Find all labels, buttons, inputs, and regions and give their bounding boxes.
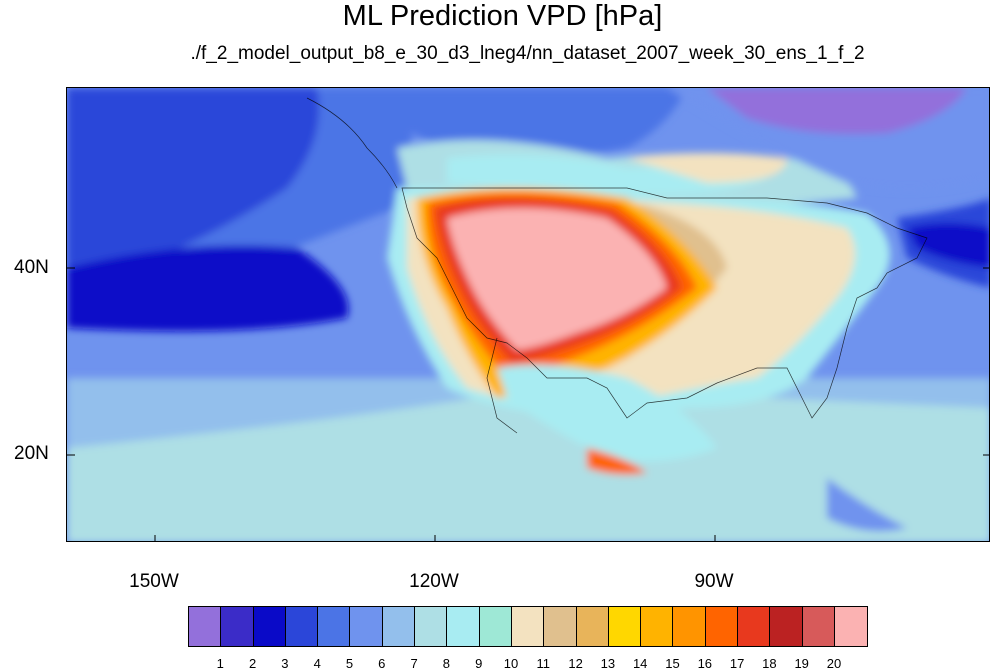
colorbar-box: [479, 607, 512, 646]
colorbar-box: [415, 607, 448, 646]
colorbar-box: [189, 607, 222, 646]
colorbar-box: [221, 607, 254, 646]
colorbar-label: 13: [600, 656, 616, 671]
colorbar-box: [350, 607, 383, 646]
colorbar-box: [447, 607, 480, 646]
colorbar-box: [673, 607, 706, 646]
colorbar-box: [834, 607, 868, 646]
colorbar-box: [253, 607, 286, 646]
colorbar-label: 12: [568, 656, 583, 671]
colorbar-box: [576, 607, 609, 646]
colorbar-label: 5: [345, 656, 354, 671]
colorbar-box: [641, 607, 674, 646]
colorbar-label: 6: [378, 656, 386, 671]
lat-label-20n: 20N: [14, 443, 49, 464]
colorbar-label: 8: [442, 656, 450, 671]
colorbar-box: [382, 607, 416, 646]
colorbar-label: 20: [826, 656, 842, 671]
colorbar-label: 10: [503, 656, 519, 671]
colorbar-label: 9: [475, 656, 483, 671]
colorbar-box: [608, 607, 642, 646]
colorbar-label: 3: [281, 656, 289, 671]
lon-label-120w: 120W: [409, 571, 459, 592]
vpd-map: [66, 87, 990, 542]
colorbar-box: [705, 607, 739, 646]
colorbar-label: 18: [762, 656, 777, 671]
lon-label-150w: 150W: [129, 571, 179, 592]
colorbar-box: [318, 607, 351, 646]
colorbar-label: 2: [248, 656, 257, 671]
colorbar-label: 15: [665, 656, 680, 671]
colorbar-label: 19: [794, 656, 809, 671]
colorbar-label: 4: [313, 656, 321, 671]
colorbar-label: 1: [216, 656, 224, 671]
colorbar-box: [802, 607, 835, 646]
colorbar-label: 7: [410, 656, 418, 671]
colorbar-box: [511, 607, 545, 646]
colorbar-box: [285, 607, 319, 646]
map-title: ML Prediction VPD [hPa]: [342, 0, 663, 32]
colorbar-label: 14: [632, 656, 648, 671]
map-subtitle: ./f_2_model_output_b8_e_30_d3_lneg4/nn_d…: [190, 43, 865, 64]
colorbar-label: 17: [729, 656, 745, 671]
colorbar-label: 16: [697, 656, 713, 671]
lat-label-40n: 40N: [14, 257, 49, 278]
colorbar-label: 11: [536, 656, 551, 671]
lon-label-90w: 90W: [694, 571, 734, 592]
colorbar-box: [770, 607, 803, 646]
vpd-map-canvas: [67, 88, 989, 541]
colorbar: [188, 606, 869, 647]
colorbar-box: [544, 607, 577, 646]
colorbar-box: [738, 607, 771, 646]
